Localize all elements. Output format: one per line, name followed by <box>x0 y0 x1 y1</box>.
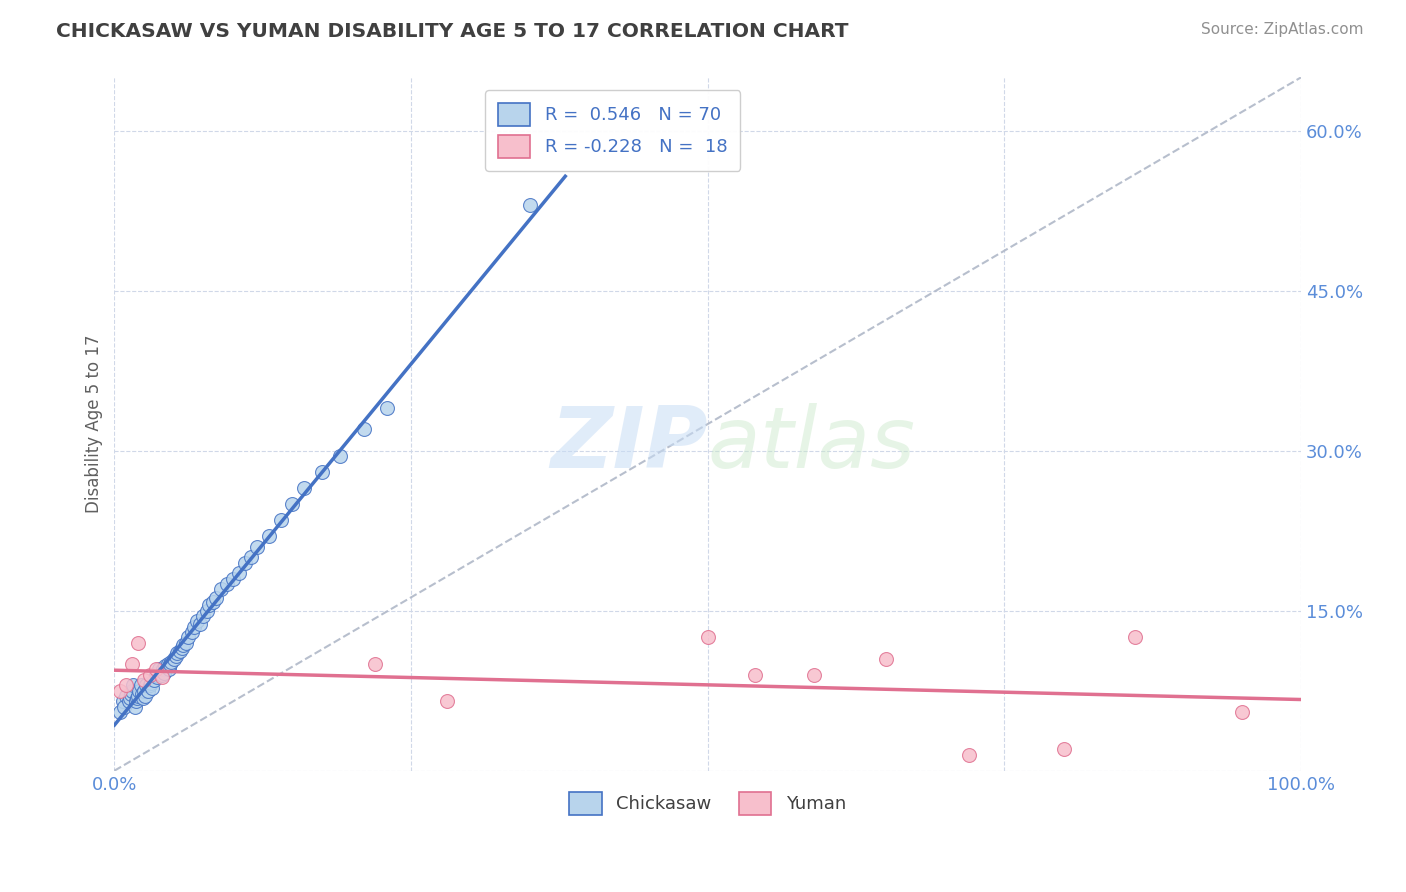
Point <box>198 599 221 613</box>
Point <box>134 689 156 703</box>
Point <box>364 657 387 671</box>
Point <box>135 678 157 692</box>
Point <box>127 636 149 650</box>
Point <box>205 591 228 605</box>
Point <box>188 616 211 631</box>
Point <box>228 566 250 581</box>
Point <box>436 694 458 708</box>
Point <box>1230 705 1253 719</box>
Point <box>141 676 163 690</box>
Text: ZIP: ZIP <box>550 403 707 486</box>
Point <box>121 683 143 698</box>
Point <box>125 694 148 708</box>
Point <box>957 747 980 762</box>
Point <box>129 678 152 692</box>
Point <box>132 683 155 698</box>
Point <box>148 662 170 676</box>
Point <box>193 609 215 624</box>
Point <box>180 625 202 640</box>
Point <box>160 655 183 669</box>
Y-axis label: Disability Age 5 to 17: Disability Age 5 to 17 <box>86 334 103 513</box>
Point <box>257 529 280 543</box>
Point <box>165 648 187 663</box>
Point <box>201 595 224 609</box>
Point <box>136 683 159 698</box>
Point <box>329 449 352 463</box>
Point <box>152 662 174 676</box>
Point <box>142 673 165 687</box>
Point <box>195 604 218 618</box>
Point <box>125 691 148 706</box>
Point <box>177 631 200 645</box>
Point <box>110 705 132 719</box>
Point <box>139 667 162 681</box>
Point <box>169 644 191 658</box>
Point <box>141 681 163 695</box>
Point <box>159 657 181 671</box>
Point <box>111 694 134 708</box>
Point <box>127 689 149 703</box>
Point <box>118 691 141 706</box>
Point <box>166 646 188 660</box>
Point <box>120 687 142 701</box>
Point <box>155 659 177 673</box>
Text: atlas: atlas <box>707 403 915 486</box>
Point <box>150 667 173 681</box>
Point <box>239 550 262 565</box>
Point <box>292 481 315 495</box>
Point <box>170 641 193 656</box>
Point <box>117 694 139 708</box>
Point <box>519 198 541 212</box>
Point <box>124 699 146 714</box>
Point <box>744 667 766 681</box>
Point <box>132 691 155 706</box>
Point <box>174 636 197 650</box>
Point <box>157 662 180 676</box>
Point <box>172 638 194 652</box>
Point <box>311 465 333 479</box>
Point <box>128 683 150 698</box>
Point <box>375 401 398 415</box>
Point <box>110 683 132 698</box>
Point <box>696 631 718 645</box>
Point <box>209 582 232 597</box>
Point <box>150 670 173 684</box>
Point <box>1123 631 1146 645</box>
Point <box>146 670 169 684</box>
Point <box>132 673 155 687</box>
Point <box>115 678 138 692</box>
Point <box>145 662 167 676</box>
Legend: Chickasaw, Yuman: Chickasaw, Yuman <box>561 783 855 824</box>
Point <box>875 651 897 665</box>
Point <box>246 540 269 554</box>
Point <box>163 651 186 665</box>
Point <box>115 689 138 703</box>
Point <box>122 678 145 692</box>
Point <box>186 615 208 629</box>
Point <box>112 699 135 714</box>
Point <box>183 620 205 634</box>
Point <box>145 667 167 681</box>
Point <box>270 513 292 527</box>
Point <box>281 497 304 511</box>
Point <box>233 556 256 570</box>
Text: CHICKASAW VS YUMAN DISABILITY AGE 5 TO 17 CORRELATION CHART: CHICKASAW VS YUMAN DISABILITY AGE 5 TO 1… <box>56 22 849 41</box>
Point <box>121 657 143 671</box>
Point <box>1052 742 1074 756</box>
Point <box>803 667 825 681</box>
Point <box>156 657 179 671</box>
Point <box>139 678 162 692</box>
Point <box>131 687 153 701</box>
Point <box>222 572 245 586</box>
Point <box>153 665 176 680</box>
Point <box>148 665 170 680</box>
Point <box>353 422 375 436</box>
Text: Source: ZipAtlas.com: Source: ZipAtlas.com <box>1201 22 1364 37</box>
Point <box>217 577 239 591</box>
